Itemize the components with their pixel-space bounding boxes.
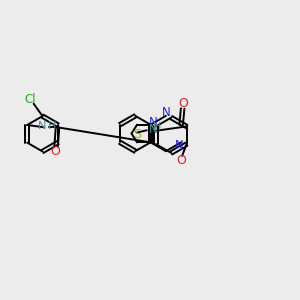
Text: N: N (149, 116, 158, 129)
Text: O: O (51, 145, 60, 158)
Text: N: N (38, 122, 46, 131)
Text: O: O (176, 154, 186, 167)
Text: H: H (152, 122, 161, 132)
Text: O: O (178, 97, 188, 110)
Text: N: N (161, 106, 170, 119)
Text: Cl: Cl (24, 93, 36, 106)
Text: S: S (133, 128, 141, 141)
Text: N: N (175, 139, 184, 152)
Text: H: H (48, 122, 56, 131)
Text: N: N (148, 123, 157, 136)
